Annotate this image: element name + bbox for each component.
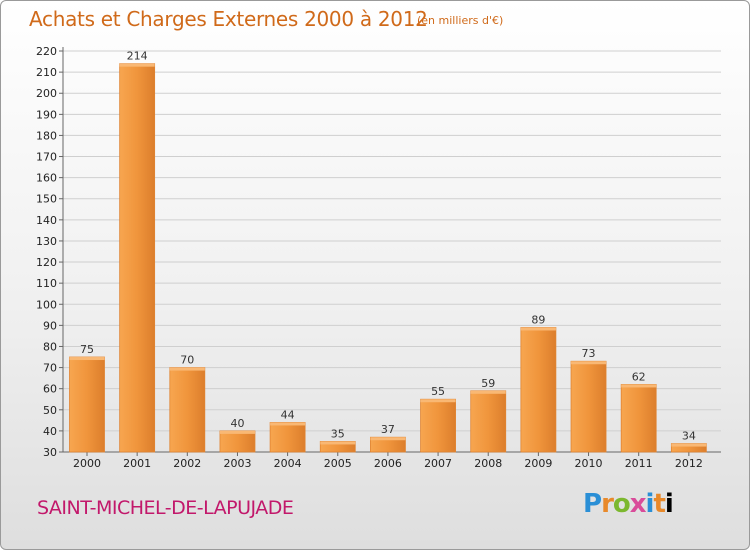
bar-top-highlight bbox=[520, 327, 556, 331]
y-tick-label: 50 bbox=[43, 404, 57, 417]
proxiti-logo[interactable]: Proxiti bbox=[583, 489, 674, 519]
x-tick-label: 2000 bbox=[73, 457, 101, 470]
y-tick-label: 210 bbox=[36, 66, 57, 79]
bar-top-highlight bbox=[370, 437, 406, 441]
x-tick-label: 2005 bbox=[324, 457, 352, 470]
y-tick-label: 200 bbox=[36, 87, 57, 100]
y-tick-label: 70 bbox=[43, 362, 57, 375]
bar-top-highlight bbox=[69, 357, 105, 361]
y-tick-label: 100 bbox=[36, 298, 57, 311]
bar bbox=[169, 367, 206, 453]
y-tick-label: 190 bbox=[36, 108, 57, 121]
value-label: 214 bbox=[127, 50, 148, 63]
y-tick-label: 180 bbox=[36, 129, 57, 142]
value-label: 37 bbox=[381, 423, 395, 436]
bar-top-highlight bbox=[270, 422, 306, 426]
bar-top-highlight bbox=[420, 399, 456, 403]
bar bbox=[470, 390, 507, 453]
x-axis-ticks: 2000 2001 2002 2003 2004 2005 2006 2007 2008 2009… bbox=[73, 457, 703, 470]
value-label: 89 bbox=[531, 313, 545, 326]
bar bbox=[620, 384, 657, 453]
value-label: 44 bbox=[281, 408, 295, 421]
bars: 75 214 70 40 44 35 37 55 59 89 73 62 34 bbox=[69, 50, 707, 453]
y-tick-label: 120 bbox=[36, 256, 57, 269]
bar bbox=[520, 327, 557, 453]
bar bbox=[420, 398, 456, 453]
x-tick-label: 2008 bbox=[474, 457, 502, 470]
x-tick-label: 2003 bbox=[223, 457, 251, 470]
bar-top-highlight bbox=[219, 430, 255, 434]
y-tick-label: 160 bbox=[36, 172, 57, 185]
y-tick-label: 220 bbox=[36, 45, 57, 58]
bar bbox=[119, 63, 156, 453]
y-tick-label: 30 bbox=[43, 446, 57, 459]
y-tick-label: 150 bbox=[36, 193, 57, 206]
x-tick-label: 2006 bbox=[374, 457, 402, 470]
y-tick-label: 80 bbox=[43, 340, 57, 353]
chart-unit: (en milliers d'€) bbox=[417, 14, 504, 27]
bar bbox=[69, 356, 105, 453]
value-label: 55 bbox=[431, 385, 445, 398]
x-tick-label: 2012 bbox=[675, 457, 703, 470]
value-label: 62 bbox=[632, 370, 646, 383]
x-tick-label: 2010 bbox=[575, 457, 603, 470]
bar-top-highlight bbox=[470, 390, 506, 394]
y-tick-label: 140 bbox=[36, 214, 57, 227]
bar-top-highlight bbox=[169, 367, 205, 371]
value-label: 34 bbox=[682, 430, 696, 443]
y-tick-label: 90 bbox=[43, 319, 57, 332]
y-tick-label: 60 bbox=[43, 383, 57, 396]
chart-title: Achats et Charges Externes 2000 à 2012 bbox=[29, 7, 428, 31]
y-tick-label: 130 bbox=[36, 235, 57, 248]
bar bbox=[219, 430, 256, 453]
y-tick-label: 40 bbox=[43, 425, 57, 438]
value-label: 40 bbox=[230, 417, 244, 430]
value-label: 70 bbox=[180, 354, 194, 367]
x-tick-label: 2009 bbox=[524, 457, 552, 470]
x-tick-label: 2011 bbox=[625, 457, 653, 470]
value-label: 35 bbox=[331, 427, 345, 440]
value-label: 73 bbox=[582, 347, 596, 360]
bar-top-highlight bbox=[671, 443, 707, 447]
bar bbox=[570, 360, 607, 453]
commune-name: SAINT-MICHEL-DE-LAPUJADE bbox=[37, 497, 294, 519]
x-tick-label: 2002 bbox=[173, 457, 201, 470]
y-axis-ticks: 30 40 50 60 70 80 90 100 110 120 130 140 150 160 170 18… bbox=[36, 45, 57, 459]
x-tick-label: 2001 bbox=[123, 457, 151, 470]
x-tick-label: 2004 bbox=[274, 457, 302, 470]
bar-top-highlight bbox=[621, 384, 657, 388]
value-label: 59 bbox=[481, 377, 495, 390]
bar-top-highlight bbox=[571, 361, 607, 365]
value-label: 75 bbox=[80, 343, 94, 356]
bar-top-highlight bbox=[119, 63, 155, 67]
y-tick-label: 170 bbox=[36, 151, 57, 164]
bar-top-highlight bbox=[320, 441, 356, 445]
y-tick-label: 110 bbox=[36, 277, 57, 290]
bar bbox=[269, 422, 306, 453]
x-tick-label: 2007 bbox=[424, 457, 452, 470]
